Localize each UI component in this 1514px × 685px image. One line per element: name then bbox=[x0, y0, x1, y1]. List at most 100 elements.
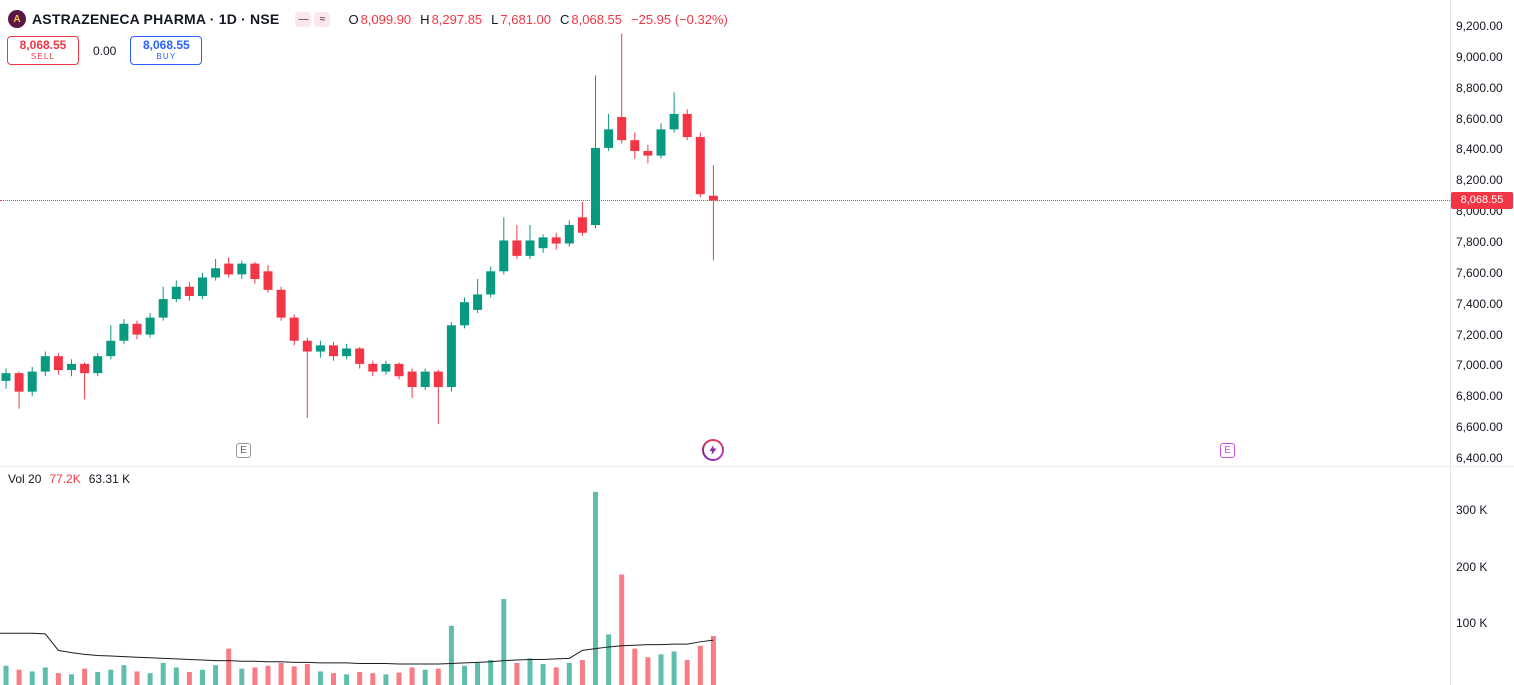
price-axis-label: 8,200.00 bbox=[1456, 173, 1503, 187]
candle-body bbox=[604, 129, 614, 148]
price-axis-label: 7,200.00 bbox=[1456, 328, 1503, 342]
volume-axis-label: 200 K bbox=[1456, 560, 1488, 574]
sell-label: SELL bbox=[30, 52, 56, 61]
volume-bar bbox=[422, 669, 428, 685]
candle-body bbox=[276, 289, 286, 318]
candle-body bbox=[643, 150, 653, 156]
candle-body bbox=[184, 286, 194, 296]
volume-bar bbox=[16, 669, 22, 685]
price-axis-label: 7,800.00 bbox=[1456, 235, 1503, 249]
volume-bar bbox=[147, 673, 153, 685]
spread-value: 0.00 bbox=[93, 43, 117, 58]
volume-bar bbox=[553, 667, 559, 685]
price-axis-label: 6,600.00 bbox=[1456, 420, 1503, 434]
volume-bar bbox=[632, 648, 638, 685]
volume-bar bbox=[42, 667, 48, 685]
candle-body bbox=[342, 348, 352, 357]
candle-body bbox=[250, 263, 260, 280]
volume-bar bbox=[304, 664, 310, 685]
candle-body bbox=[40, 356, 50, 372]
trade-panel: 8,068.55 SELL 0.00 8,068.55 BUY bbox=[7, 36, 203, 65]
volume-legend: Vol 20 77.2K 63.31 K bbox=[8, 472, 130, 486]
price-axis-label: 6,400.00 bbox=[1456, 451, 1503, 465]
sell-button[interactable]: 8,068.55 SELL bbox=[7, 36, 79, 65]
volume-bar bbox=[409, 667, 415, 685]
volume-bar bbox=[331, 673, 336, 685]
volume-bar bbox=[527, 658, 533, 685]
high-value: 8,297.85 bbox=[431, 11, 483, 27]
candle-body bbox=[630, 140, 640, 151]
volume-bar bbox=[579, 660, 585, 685]
candle-body bbox=[14, 373, 24, 392]
price-axis-label: 7,000.00 bbox=[1456, 358, 1503, 372]
candle-body bbox=[211, 268, 221, 278]
earnings-badge-right[interactable]: E bbox=[1220, 443, 1235, 458]
volume-bar bbox=[55, 673, 61, 685]
volume-axis-label: 100 K bbox=[1456, 616, 1488, 630]
volume-bar bbox=[448, 625, 454, 685]
volume-bar bbox=[291, 666, 297, 685]
volume-legend-title[interactable]: Vol 20 bbox=[8, 472, 42, 486]
candle-body bbox=[1, 373, 11, 381]
symbol-logo-icon: A bbox=[8, 10, 26, 28]
candle-body bbox=[499, 240, 509, 272]
volume-bar bbox=[69, 674, 74, 685]
candle-body bbox=[420, 371, 430, 388]
symbol-title[interactable]: ASTRAZENECA PHARMA · 1D · NSE bbox=[32, 11, 280, 27]
open-label: O bbox=[348, 11, 359, 27]
volume-bar bbox=[278, 662, 284, 685]
volume-bar bbox=[566, 662, 572, 685]
candle-body bbox=[446, 325, 456, 388]
buy-button[interactable]: 8,068.55 BUY bbox=[130, 36, 203, 65]
candle-body bbox=[237, 263, 247, 275]
candle-body bbox=[302, 340, 312, 352]
legend-dash-button[interactable]: — bbox=[295, 11, 312, 27]
chart-legend-header: A ASTRAZENECA PHARMA · 1D · NSE — ≈ O 8,… bbox=[8, 9, 728, 29]
candle-body bbox=[460, 302, 469, 326]
change-value: −25.95 (−0.32%) bbox=[631, 11, 728, 27]
candle-body bbox=[329, 345, 338, 357]
earnings-badge-left[interactable]: E bbox=[236, 443, 251, 458]
lightning-badge-icon[interactable] bbox=[702, 439, 724, 461]
legend-toolbar: — ≈ bbox=[295, 11, 331, 27]
volume-bar bbox=[134, 671, 140, 685]
candle-body bbox=[93, 356, 103, 374]
candle-body bbox=[708, 195, 718, 201]
volume-bar bbox=[226, 648, 232, 685]
volume-bar bbox=[488, 660, 494, 685]
volume-bar bbox=[658, 654, 664, 685]
price-axis-label: 6,800.00 bbox=[1456, 389, 1503, 403]
candle-body bbox=[407, 371, 417, 388]
volume-current-value: 77.2K bbox=[49, 472, 81, 486]
volume-bar bbox=[121, 665, 127, 685]
candle-body bbox=[80, 363, 90, 374]
candle-body bbox=[158, 299, 168, 318]
ohlc-open: O 8,099.90 bbox=[348, 12, 411, 27]
volume-bar bbox=[396, 672, 402, 685]
candle-body bbox=[289, 317, 299, 341]
pane-separator[interactable] bbox=[0, 466, 1514, 467]
legend-wave-button[interactable]: ≈ bbox=[314, 11, 331, 27]
volume-bar bbox=[252, 667, 258, 685]
close-value: 8,068.55 bbox=[571, 11, 623, 27]
lightning-bolt-icon bbox=[704, 441, 722, 459]
close-label: C bbox=[560, 11, 570, 27]
ohlc-readout: O 8,099.90 H 8,297.85 L 7,681.00 C 8,068… bbox=[348, 12, 727, 27]
volume-bar bbox=[514, 662, 520, 685]
volume-bar bbox=[186, 672, 192, 685]
volume-bar bbox=[671, 651, 677, 685]
ohlc-close: C 8,068.55 bbox=[560, 12, 622, 27]
low-label: L bbox=[491, 11, 499, 27]
price-axis-label: 9,200.00 bbox=[1456, 19, 1503, 33]
price-axis-label: 8,600.00 bbox=[1456, 112, 1503, 126]
volume-bar bbox=[370, 673, 376, 685]
candle-body bbox=[198, 277, 207, 296]
volume-bar bbox=[317, 671, 323, 685]
volume-bar bbox=[606, 634, 612, 685]
volume-bar bbox=[344, 674, 350, 685]
sell-price: 8,068.55 bbox=[19, 38, 67, 52]
candle-body bbox=[355, 348, 365, 364]
high-label: H bbox=[420, 11, 430, 27]
candle-body bbox=[682, 113, 692, 138]
